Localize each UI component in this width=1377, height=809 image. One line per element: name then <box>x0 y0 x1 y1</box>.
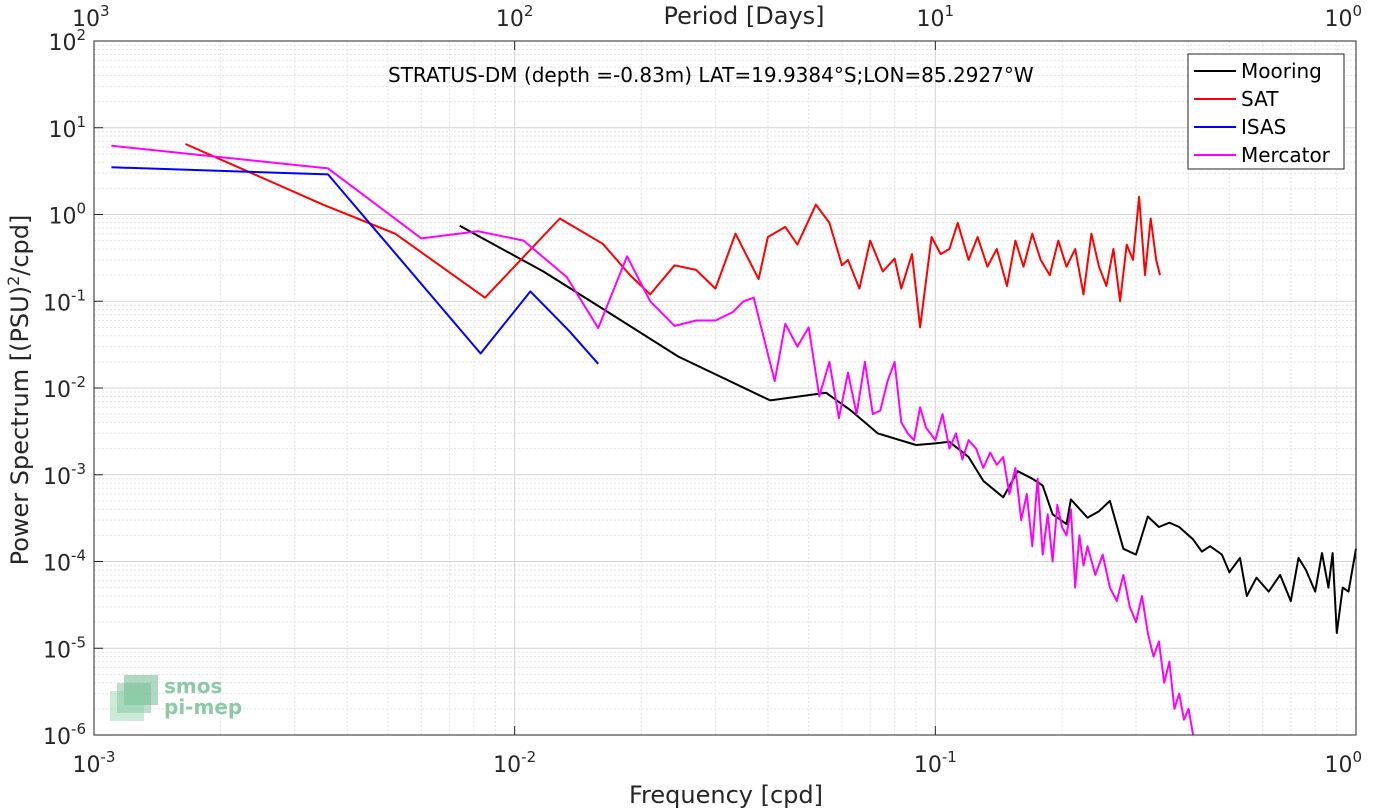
legend-label-mooring: Mooring <box>1241 59 1322 83</box>
legend-box <box>1187 53 1345 170</box>
logo-text-line1: smos <box>164 674 222 698</box>
chart-title: STRATUS-DM (depth =-0.83m) LAT=19.9384°S… <box>388 63 1034 87</box>
x2-tick-label: 101 <box>917 2 955 32</box>
y-tick-label: 100 <box>48 200 86 230</box>
x2-tick-label: 102 <box>496 2 534 32</box>
y-tick-label: 101 <box>48 113 86 143</box>
series-line-mooring <box>459 224 1357 634</box>
y-axis-label-tail: /cpd] <box>6 215 34 276</box>
x-axis-label: Frequency [cpd] <box>629 781 823 809</box>
logo-mark-icon <box>110 675 158 721</box>
y-tick-label: 10-6 <box>43 720 86 750</box>
series-layer <box>111 143 1357 736</box>
y-tick-label: 10-5 <box>43 633 86 663</box>
x-tick-label: 10-2 <box>493 748 536 778</box>
x-tick-label: 10-3 <box>73 748 116 778</box>
logo-text-line2: pi-mep <box>164 695 242 719</box>
major-grid <box>93 40 1357 736</box>
y-tick-label: 10-1 <box>43 286 86 316</box>
smos-pi-mep-logo: smos pi-mep <box>110 674 242 721</box>
y-tick-label: 102 <box>48 26 86 56</box>
x2-tick-label: 100 <box>1324 2 1362 32</box>
y-tick-label: 10-4 <box>43 547 86 577</box>
x2-tick-label: 103 <box>72 2 110 32</box>
x-tick-label: 100 <box>1324 748 1362 778</box>
legend: Mooring SAT ISAS Mercator <box>1187 53 1345 170</box>
series-line-mercator <box>111 144 1195 736</box>
y-axis-label-sup: 2 <box>4 276 23 286</box>
y-axis-label: Power Spectrum [(PSU)2/cpd] <box>4 215 34 566</box>
x-tick-label: 10-1 <box>914 748 957 778</box>
series-line-sat <box>185 143 1161 329</box>
top-axis-label: Period [Days] <box>663 2 824 30</box>
y-tick-label: 10-2 <box>43 373 86 403</box>
legend-label-mercator: Mercator <box>1241 143 1331 167</box>
legend-label-isas: ISAS <box>1241 115 1286 139</box>
legend-label-sat: SAT <box>1241 87 1279 111</box>
series-line-isas <box>111 166 599 365</box>
y-axis-label-main: Power Spectrum [(PSU) <box>6 286 34 565</box>
y-tick-label: 10-3 <box>43 460 86 490</box>
